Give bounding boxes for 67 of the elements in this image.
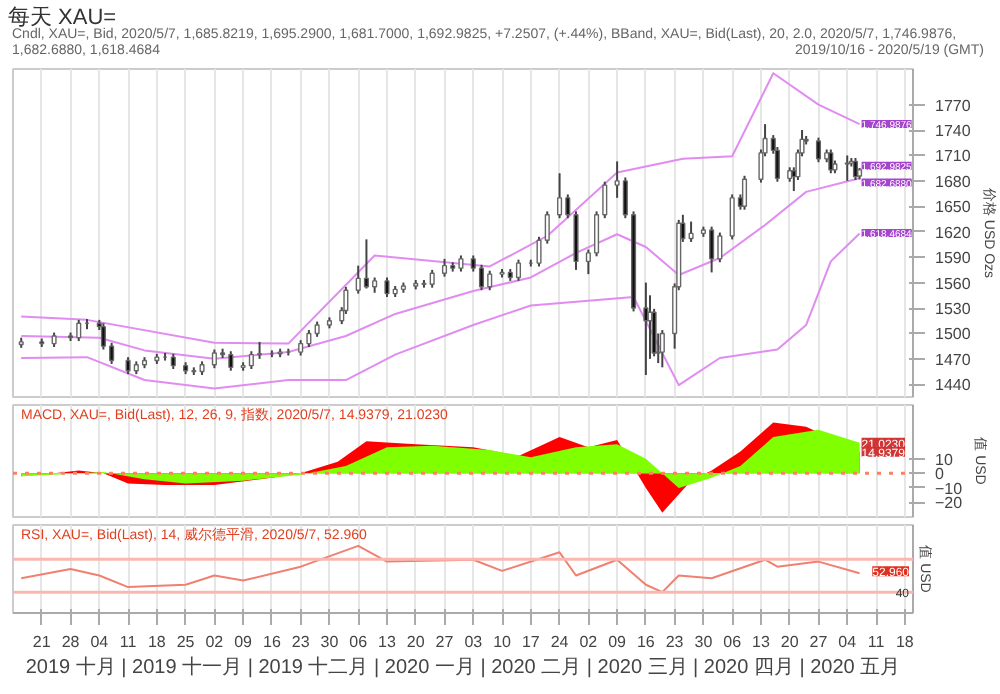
candlestick <box>515 258 522 282</box>
x-tick-label: 30 <box>694 633 714 651</box>
y-tick-label: 1770 <box>935 96 972 115</box>
y-tick-label: 1440 <box>935 376 972 395</box>
candlestick <box>478 263 485 292</box>
x-tick-label: 17 <box>521 633 541 651</box>
candlestick <box>688 220 694 243</box>
x-tick-label: 10 <box>493 633 513 651</box>
y-tick-label: −20 <box>935 494 964 513</box>
x-tick-label: 11 <box>119 633 138 651</box>
x-tick-label: 18 <box>895 633 915 651</box>
y-tick-label: 1590 <box>935 249 972 268</box>
y-tick-label: 1680 <box>935 172 972 191</box>
x-tick-label: 06 <box>723 633 743 651</box>
y-tick-label: 0 <box>935 465 945 484</box>
x-tick-label: 16 <box>263 633 282 651</box>
x-tick-label: 23 <box>665 633 685 651</box>
x-tick-label: 02 <box>205 633 225 651</box>
x-tick-label: 30 <box>320 633 340 651</box>
candlestick <box>487 269 493 292</box>
x-tick-label: 27 <box>809 633 829 651</box>
candlestick <box>565 193 571 220</box>
y-tick-label: 1620 <box>935 223 972 242</box>
candlestick <box>363 238 369 290</box>
y-tick-label: −10 <box>935 479 964 498</box>
x-tick-label: 23 <box>291 633 311 651</box>
candlestick <box>573 210 579 271</box>
x-tick-label: 21 <box>32 633 52 651</box>
y-tick-label: 1530 <box>935 300 972 319</box>
x-tick-label: 13 <box>378 633 397 651</box>
x-tick-label: 16 <box>636 633 656 651</box>
y-tick-label: 1650 <box>935 198 972 217</box>
x-tick-label: 04 <box>90 633 110 651</box>
y-tick-label: 1500 <box>935 325 972 344</box>
x-tick-label: 09 <box>234 633 254 651</box>
y-tick-label: 1710 <box>935 147 972 166</box>
candlestick <box>709 225 715 274</box>
y-tick-label: 1470 <box>935 350 972 369</box>
x-tick-label: 06 <box>349 633 369 651</box>
x-tick-label: 20 <box>406 633 426 651</box>
candlestick <box>557 172 563 220</box>
candlestick <box>815 136 822 164</box>
y-tick-label: 1740 <box>935 122 972 141</box>
x-tick-label: 13 <box>752 633 771 651</box>
x-tick-label: 18 <box>147 633 167 651</box>
candlestick <box>228 350 234 372</box>
candlestick <box>211 348 217 370</box>
x-tick-label: 09 <box>608 633 628 651</box>
x-tick-label: 03 <box>464 633 484 651</box>
x-tick-label: 25 <box>176 633 196 651</box>
x-tick-label: 02 <box>579 633 599 651</box>
candlestick <box>717 231 723 264</box>
y-tick-label: 10 <box>935 450 954 469</box>
x-tick-label: 24 <box>550 633 570 651</box>
x-axis-title: 2019 十月 | 2019 十一月 | 2019 十二月 | 2020 一月 | 2020 二月 | 2020 三月 | 2020 四月 | 2020 五月 <box>25 655 901 679</box>
candlestick <box>384 276 390 298</box>
x-tick-label: 27 <box>435 633 455 651</box>
candlestick <box>76 318 82 343</box>
candlestick <box>729 193 735 241</box>
x-tick-label: 11 <box>867 633 886 651</box>
candlestick <box>355 264 361 295</box>
candlestick <box>585 248 591 276</box>
y-tick-label: 1560 <box>935 274 972 293</box>
x-tick-label: 20 <box>780 633 800 651</box>
candlestick <box>844 154 850 182</box>
x-tick-label: 28 <box>61 633 81 651</box>
x-tick-label: 04 <box>838 633 858 651</box>
